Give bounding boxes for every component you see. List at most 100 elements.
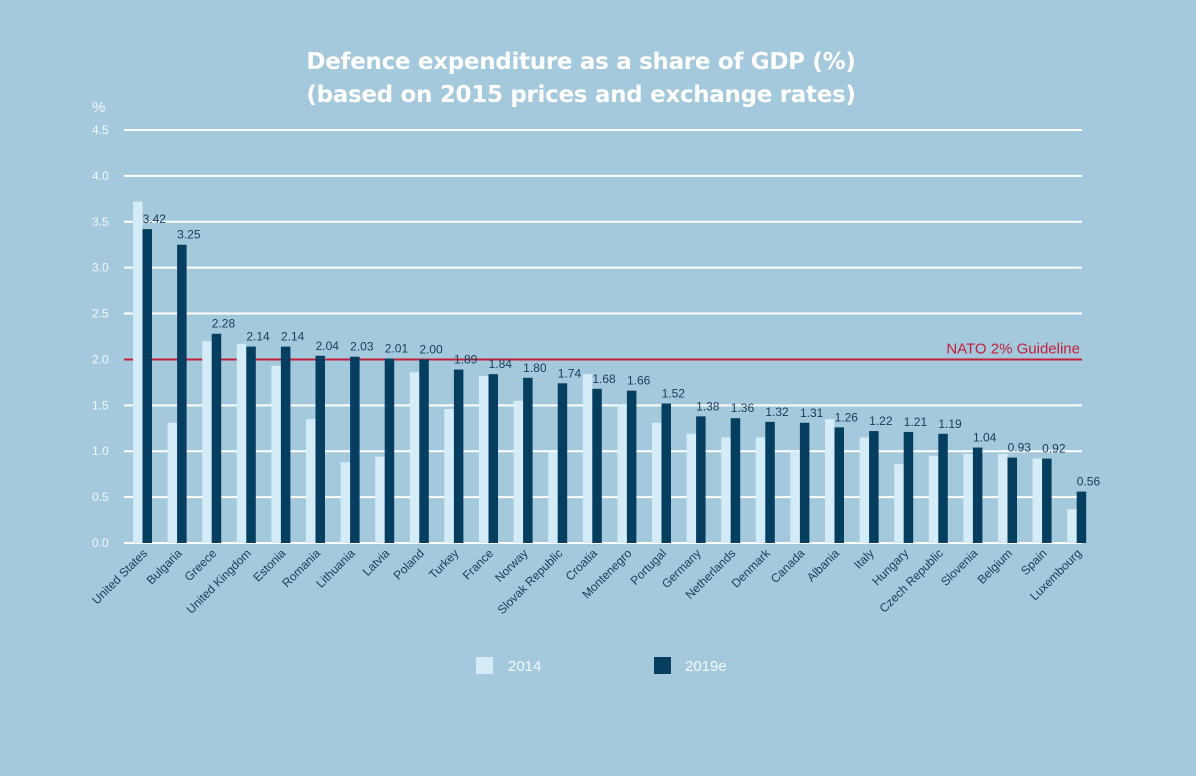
bar-2019e (626, 390, 637, 543)
data-label: 1.26 (835, 410, 859, 424)
data-label: 2.03 (350, 340, 374, 354)
bar-2014 (271, 365, 281, 543)
legend-swatch-2014 (476, 657, 493, 674)
bar-2014 (340, 462, 351, 543)
bar-2014 (202, 341, 212, 543)
bar-2019e (834, 427, 844, 543)
y-tick-label: 4.0 (92, 169, 109, 183)
bar-2014 (928, 455, 939, 543)
legend-swatch-2019e (654, 657, 671, 674)
data-label: 2.01 (385, 342, 409, 356)
bar-2019e (696, 416, 706, 543)
bar-2019e (1076, 491, 1087, 543)
bar-2014 (409, 372, 420, 543)
bar-2014 (755, 437, 766, 543)
data-labels: 3.42 3.25 2.28 2.14 2.14 2.04 2.03 2.01 2.00 1.89… (143, 212, 1101, 488)
bar-2014 (1067, 509, 1077, 543)
bar-2019e (869, 431, 879, 543)
data-label: 1.80 (523, 361, 547, 375)
bar-2014 (513, 400, 524, 543)
bar-2014 (1032, 458, 1043, 543)
legend-label-2019e: 2019e (685, 658, 727, 675)
data-label: 2.04 (316, 339, 340, 353)
bar-2019e (938, 433, 948, 543)
bar-2014 (894, 464, 904, 543)
bar-2019e (523, 377, 533, 543)
x-tick-label: United Kingdom (184, 546, 254, 616)
bar-2014 (306, 419, 316, 543)
bar-2019e (799, 422, 810, 543)
y-tick-label: 0.5 (92, 490, 109, 504)
data-label: 0.56 (1077, 475, 1101, 489)
bar-2019e (730, 418, 741, 543)
bar-2019e (557, 383, 568, 543)
bar-2014 (444, 409, 454, 543)
legend: 2014 2019e (476, 657, 727, 675)
y-tick-label: 1.5 (92, 398, 109, 412)
bar-2014 (790, 451, 800, 543)
bar-2019e (142, 229, 152, 543)
x-tick-label: Canada (768, 546, 808, 586)
bar-2019e (350, 356, 360, 543)
bar-2014 (859, 437, 870, 543)
bar-2019e (903, 431, 914, 543)
bar-2014 (375, 456, 385, 543)
x-tick-label: Spain (1018, 546, 1050, 578)
x-tick-label: Bulgaria (144, 546, 185, 587)
x-tick-label: United States (89, 546, 150, 607)
bar-2019e (488, 374, 498, 543)
bar-2014 (548, 452, 558, 543)
x-tick-label: Belgium (975, 546, 1016, 587)
y-tick-label: 3.5 (92, 215, 109, 229)
bar-2014 (236, 343, 247, 543)
bar-2019e (661, 403, 671, 543)
data-label: 0.93 (1008, 441, 1032, 455)
chart-title: Defence expenditure as a share of GDP (%… (0, 46, 1162, 112)
data-label: 2.00 (419, 342, 443, 356)
y-tick-label: 1.0 (92, 444, 109, 458)
x-tick-label: Turkey (426, 546, 462, 582)
data-label: 1.38 (696, 399, 720, 413)
data-label: 1.84 (489, 357, 513, 371)
data-label: 1.74 (558, 366, 582, 380)
bar-2014 (825, 419, 835, 543)
data-label: 0.92 (1042, 442, 1066, 456)
y-tick-label: 2.0 (92, 352, 109, 366)
data-label: 1.68 (592, 372, 616, 386)
bar-2019e (453, 369, 464, 543)
data-label: 1.89 (454, 353, 478, 367)
legend-label-2014: 2014 (508, 658, 541, 675)
x-tick-label: Lithuania (313, 546, 358, 591)
data-label: 1.32 (765, 405, 789, 419)
y-axis-ticks: 0.0 0.5 1.0 1.5 2.0 2.5 3.0 3.5 4.0 4.5 (92, 123, 109, 550)
bar-2014 (686, 433, 697, 543)
data-label: 2.14 (281, 330, 305, 344)
data-label: 1.36 (731, 401, 755, 415)
bar-2019e (211, 333, 222, 543)
chart-title-line1: Defence expenditure as a share of GDP (%… (306, 49, 856, 75)
data-label: 3.25 (177, 228, 201, 242)
bar-2014 (652, 422, 662, 543)
bar-2014 (721, 437, 731, 543)
x-tick-label: Italy (851, 546, 876, 571)
bar-2019e (1042, 458, 1052, 543)
nato-guideline-label: NATO 2% Guideline (946, 340, 1080, 357)
y-tick-label: 4.5 (92, 123, 109, 137)
data-label: 2.28 (212, 317, 236, 331)
y-tick-label: 0.0 (92, 536, 109, 550)
bar-2014 (963, 453, 973, 543)
y-tick-label: 2.5 (92, 307, 109, 321)
data-label: 1.31 (800, 406, 824, 420)
bar-2019e (592, 388, 602, 543)
bar-2019e (972, 447, 983, 543)
data-label: 1.22 (869, 414, 893, 428)
x-tick-label: Czech Republic (877, 546, 946, 615)
bar-2019e (384, 358, 395, 543)
x-tick-label: France (460, 546, 497, 583)
data-label: 1.04 (973, 431, 997, 445)
bar-2019e (315, 355, 325, 543)
data-label: 1.66 (627, 374, 651, 388)
data-label: 2.14 (246, 330, 270, 344)
